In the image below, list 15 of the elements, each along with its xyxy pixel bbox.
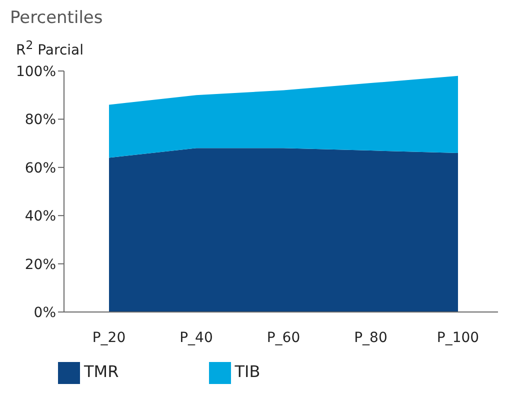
y-tick-label: 40% [24, 208, 56, 224]
legend-label: TIB [234, 362, 260, 382]
x-tick-label: P_80 [354, 330, 388, 346]
x-tick-label: P_100 [436, 330, 480, 346]
y-tick-label: 80% [24, 112, 56, 128]
y-tick-label: 20% [24, 256, 56, 272]
x-tick-label: P_20 [92, 330, 126, 346]
y-tick-label: 0% [34, 304, 56, 321]
y-axis-title: R$^{2}$ Parcial [16, 38, 85, 59]
x-tick-label: P_60 [266, 330, 300, 346]
y-tick-label: 60% [24, 160, 56, 176]
legend-label: TMR [84, 362, 119, 382]
chart-title: Percentiles [10, 8, 104, 28]
y-tick-label: 100% [16, 64, 56, 80]
x-tick-label: P_40 [180, 330, 213, 346]
